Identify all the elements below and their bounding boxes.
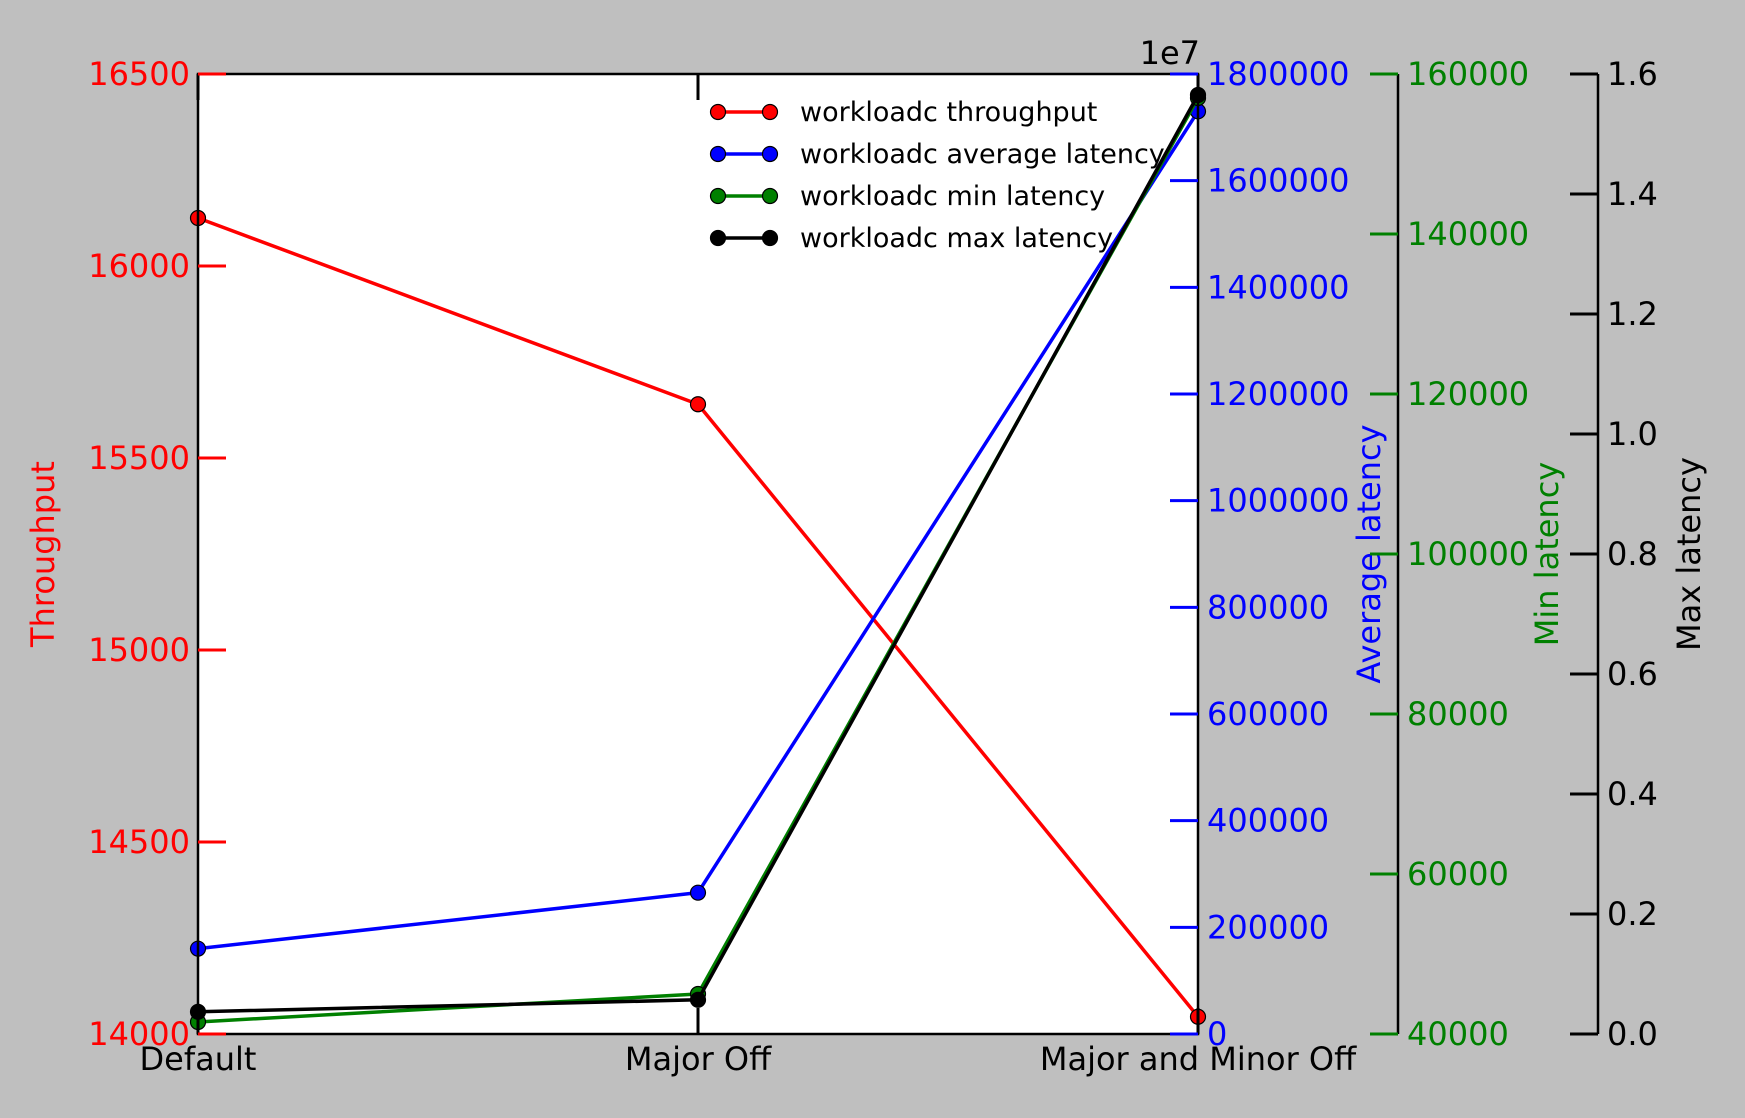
max_latency-tick-label: 0.6	[1607, 655, 1658, 693]
throughput-tick-label: 16500	[88, 55, 190, 93]
avg_latency-tick-label: 600000	[1207, 695, 1329, 733]
x-tick-label: Major and Minor Off	[1040, 1040, 1357, 1078]
legend-marker	[761, 229, 779, 247]
data-point	[689, 396, 707, 413]
plot-area	[198, 74, 1198, 1034]
min_latency-tick-label: 140000	[1407, 215, 1529, 253]
legend-marker	[709, 229, 727, 247]
legend-entry-label: workloadc min latency	[800, 181, 1105, 212]
x-tick-label: Major Off	[625, 1040, 772, 1078]
legend: workloadc throughput workloadc average la…	[709, 97, 1165, 254]
throughput-tick-label: 14000	[88, 1015, 190, 1053]
avg_latency-tick-label: 0	[1207, 1015, 1227, 1053]
min_latency-tick-label: 160000	[1407, 55, 1529, 93]
min_latency-tick-label: 40000	[1407, 1015, 1509, 1053]
throughput-axis-title: Throughput	[24, 461, 62, 648]
avg_latency-tick-label: 200000	[1207, 908, 1329, 946]
max_latency-tick-label: 1.2	[1607, 295, 1658, 333]
max_latency-axis-title: Max latency	[1670, 457, 1708, 651]
legend-marker	[761, 103, 779, 121]
max_latency-tick-label: 0.4	[1607, 775, 1658, 813]
legend-entry-label: workloadc average latency	[800, 139, 1165, 170]
min_latency-tick-label: 80000	[1407, 695, 1509, 733]
max_latency-tick-label: 0.2	[1607, 895, 1658, 933]
throughput-tick-label: 15000	[88, 631, 190, 669]
min_latency-tick-label: 100000	[1407, 535, 1529, 573]
max_latency-tick-label: 1.4	[1607, 175, 1658, 213]
legend-marker	[761, 187, 779, 205]
avg_latency-tick-label: 800000	[1207, 588, 1329, 626]
legend-marker	[709, 103, 727, 121]
avg_latency-tick-label: 1400000	[1207, 268, 1350, 306]
max_latency-tick-label: 1.6	[1607, 55, 1658, 93]
data-point	[689, 991, 707, 1008]
max_latency-offset-label: 1e7	[1140, 34, 1200, 72]
throughput-tick-label: 16000	[88, 247, 190, 285]
legend-marker	[709, 145, 727, 163]
legend-entry-label: workloadc max latency	[800, 223, 1113, 254]
avg_latency-tick-label: 1800000	[1207, 55, 1350, 93]
max_latency-tick-label: 0.0	[1607, 1015, 1658, 1053]
min_latency-axis-title: Min latency	[1528, 462, 1566, 647]
avg_latency-tick-label: 1000000	[1207, 482, 1350, 520]
max_latency-tick-label: 1.0	[1607, 415, 1658, 453]
min_latency-tick-label: 60000	[1407, 855, 1509, 893]
legend-marker	[709, 187, 727, 205]
avg_latency-tick-label: 400000	[1207, 802, 1329, 840]
legend-marker	[761, 145, 779, 163]
legend-entry-label: workloadc throughput	[800, 97, 1097, 128]
avg_latency-tick-label: 1200000	[1207, 375, 1350, 413]
x-tick-label: Default	[140, 1040, 257, 1078]
max_latency-tick-label: 0.8	[1607, 535, 1658, 573]
data-point	[689, 884, 707, 901]
throughput-tick-label: 14500	[88, 823, 190, 861]
axes-layer: Default Major Off Major and Minor Off 14000…	[24, 34, 1708, 1078]
min_latency-tick-label: 120000	[1407, 375, 1529, 413]
throughput-tick-label: 15500	[88, 439, 190, 477]
avg_latency-tick-label: 1600000	[1207, 162, 1350, 200]
